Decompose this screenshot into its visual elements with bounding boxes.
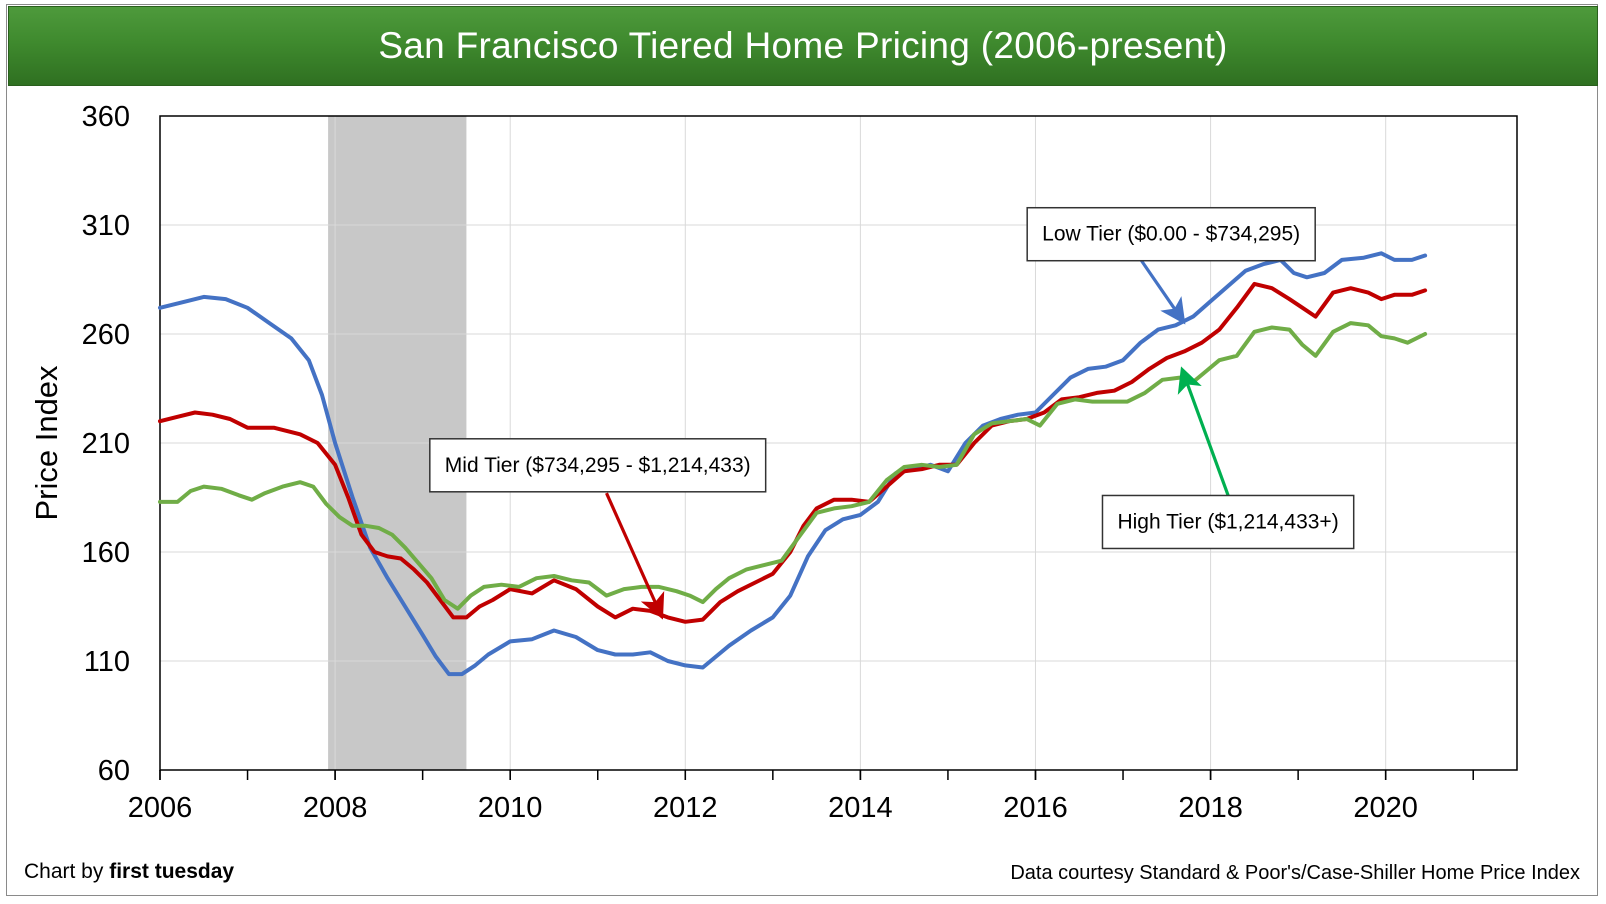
- x-tick-label: 2012: [653, 792, 718, 824]
- annotation-mid-tier: Mid Tier ($734,295 - $1,214,433): [429, 438, 767, 493]
- x-tick-label: 2010: [478, 792, 543, 824]
- annotation-arrow-mid-tier: [605, 492, 665, 620]
- y-tick-label: 210: [82, 428, 130, 460]
- chart-credit-prefix: Chart by: [24, 860, 110, 883]
- y-tick-label: 160: [82, 537, 130, 569]
- x-tick-label: 2006: [128, 792, 193, 824]
- y-tick-label: 360: [82, 101, 130, 133]
- y-tick-label: 310: [82, 210, 130, 242]
- annotation-label-low-tier: Low Tier ($0.00 - $734,295): [1042, 223, 1300, 246]
- y-tick-label: 260: [82, 319, 130, 351]
- x-tick-label: 2020: [1353, 792, 1418, 824]
- annotation-box-low-tier: [1026, 206, 1316, 262]
- annotation-label-high-tier: High Tier ($1,214,433+): [1117, 510, 1338, 533]
- y-axis-title: Price Index: [29, 365, 64, 521]
- annotation-box-high-tier: [1101, 494, 1355, 550]
- series-line-low-tier: [158, 251, 1428, 677]
- y-tick-label: 60: [98, 755, 130, 787]
- y-tick-label: 110: [84, 646, 130, 678]
- title-bar: San Francisco Tiered Home Pricing (2006-…: [8, 6, 1598, 86]
- plot-border: [159, 115, 1518, 771]
- x-tick-label: 2018: [1178, 792, 1243, 824]
- x-tick-label: 2008: [303, 792, 368, 824]
- annotation-arrow-high-tier: [1177, 366, 1230, 496]
- x-tick-label: 2016: [1003, 792, 1068, 824]
- series-line-high-tier: [158, 321, 1428, 611]
- data-source-note: Data courtesy Standard & Poor's/Case-Shi…: [1010, 862, 1580, 884]
- annotation-box-mid-tier: [429, 438, 767, 493]
- chart-credit: Chart by first tuesday: [24, 860, 234, 884]
- annotation-label-mid-tier: Mid Tier ($734,295 - $1,214,433): [445, 454, 751, 477]
- x-tick-label: 2014: [828, 792, 893, 824]
- chart-credit-brand: first tuesday: [109, 860, 235, 883]
- annotation-low-tier: Low Tier ($0.00 - $734,295): [1026, 206, 1316, 262]
- annotation-high-tier: High Tier ($1,214,433+): [1101, 494, 1355, 550]
- chart-title: San Francisco Tiered Home Pricing (2006-…: [378, 25, 1228, 66]
